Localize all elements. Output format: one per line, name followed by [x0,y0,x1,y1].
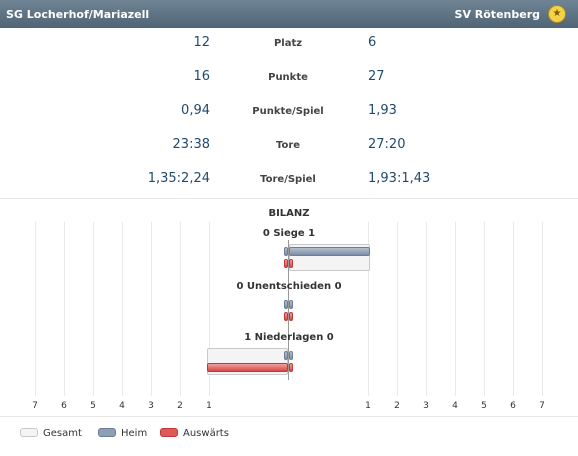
grid-line [35,222,36,396]
axis-tick-label: 4 [452,401,458,411]
stat-right-value: 1,93 [368,103,397,118]
axis-tick-label: 6 [61,401,67,411]
bar-heim-right[interactable] [289,351,293,360]
stat-row: 1,35:2,24 Tore/Spiel 1,93:1,43 [0,171,578,191]
bar-heim-right[interactable] [289,300,293,309]
stat-right-value: 27 [368,69,385,84]
bilanz-title: BILANZ [268,208,310,219]
category-label: 1 Niederlagen 0 [244,332,334,343]
legend-swatch [20,428,38,437]
stat-left-value: 23:38 [172,137,210,152]
center-axis [288,240,289,380]
legend-item-gesamt[interactable]: Gesamt [20,428,82,439]
bar-auswaerts-right[interactable] [289,312,293,321]
legend-label: Gesamt [43,428,82,439]
category-label: 0 Siege 1 [262,228,316,239]
divider [0,198,578,199]
bar-auswaerts-left[interactable] [284,259,288,268]
axis-tick-label: 2 [177,401,183,411]
bar-auswaerts-right[interactable] [289,259,293,268]
bar-heim-left[interactable] [284,351,288,360]
stat-right-value: 6 [368,35,377,50]
axis-tick-label: 3 [423,401,429,411]
grid-line [209,222,210,396]
stat-right-value: 27:20 [368,137,406,152]
team-header: SG Locherhof/Mariazell SV Rötenberg ★ [0,0,578,28]
club-crest-icon: ★ [548,5,566,23]
legend-swatch [160,428,178,437]
stat-label: Tore [275,140,301,151]
legend-item-heim[interactable]: Heim [98,428,147,439]
axis-tick-label: 7 [32,401,38,411]
grid-line [180,222,181,396]
axis-tick-label: 6 [510,401,516,411]
stat-left-value: 1,35:2,24 [147,171,210,186]
legend-label: Auswärts [183,428,229,439]
axis-tick-label: 5 [481,401,487,411]
grid-line [426,222,427,396]
bar-heim-left[interactable] [284,247,288,256]
grid-line [513,222,514,396]
stat-label: Platz [273,38,303,49]
divider [0,416,578,417]
legend-item-ausw[interactable]: Auswärts [160,428,229,439]
team-left-name[interactable]: SG Locherhof/Mariazell [6,8,150,21]
bar-auswaerts-right[interactable] [289,363,293,372]
grid-line [122,222,123,396]
grid-line [64,222,65,396]
axis-tick-label: 1 [206,401,212,411]
stat-label: Punkte [268,72,308,83]
stat-row: 16 Punkte 27 [0,69,578,89]
grid-line [484,222,485,396]
stat-left-value: 12 [193,35,210,50]
stat-label: Tore/Spiel [260,174,316,185]
grid-line [455,222,456,396]
legend-swatch [98,428,116,437]
axis-tick-label: 2 [394,401,400,411]
axis-tick-label: 4 [119,401,125,411]
bar-auswaerts-left[interactable] [206,363,288,372]
stat-right-value: 1,93:1,43 [368,171,431,186]
grid-line [93,222,94,396]
stat-row: 12 Platz 6 [0,35,578,55]
stat-row: 23:38 Tore 27:20 [0,137,578,157]
axis-tick-label: 1 [365,401,371,411]
stat-left-value: 16 [193,69,210,84]
stat-label: Punkte/Spiel [252,106,324,117]
grid-line [368,222,369,396]
grid-line [542,222,543,396]
axis-tick-label: 3 [148,401,154,411]
bar-auswaerts-left[interactable] [284,312,288,321]
axis-tick-label: 5 [90,401,96,411]
stat-left-value: 0,94 [181,103,210,118]
team-right-name[interactable]: SV Rötenberg [454,8,540,21]
bar-heim-left[interactable] [284,300,288,309]
grid-line [397,222,398,396]
legend-label: Heim [121,428,148,439]
stat-row: 0,94 Punkte/Spiel 1,93 [0,103,578,123]
axis-tick-label: 7 [539,401,545,411]
bar-heim-right[interactable] [289,247,371,256]
grid-line [151,222,152,396]
category-label: 0 Unentschieden 0 [236,281,342,292]
